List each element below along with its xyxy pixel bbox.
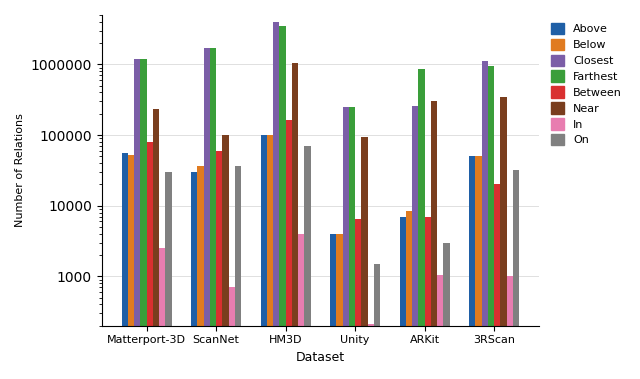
Bar — [506, 276, 513, 379]
Bar — [330, 234, 336, 379]
Bar — [399, 217, 406, 379]
Bar — [210, 48, 216, 379]
Bar — [424, 217, 431, 379]
Bar — [128, 155, 134, 379]
Bar — [279, 26, 285, 379]
Bar — [481, 61, 488, 379]
Legend: Above, Below, Closest, Farthest, Between, Near, In, On: Above, Below, Closest, Farthest, Between… — [549, 20, 625, 148]
Bar — [260, 135, 267, 379]
Bar — [304, 146, 310, 379]
Bar — [513, 170, 519, 379]
Bar — [273, 22, 279, 379]
Bar — [500, 97, 506, 379]
Bar — [191, 172, 197, 379]
X-axis label: Dataset: Dataset — [296, 351, 345, 364]
Bar — [140, 59, 147, 379]
Bar — [134, 59, 140, 379]
Bar — [469, 156, 476, 379]
Y-axis label: Number of Relations: Number of Relations — [15, 113, 25, 227]
Bar — [204, 48, 210, 379]
Bar — [147, 142, 153, 379]
Bar — [122, 153, 128, 379]
Bar — [476, 156, 481, 379]
Bar — [355, 219, 362, 379]
Bar — [431, 101, 437, 379]
Bar — [292, 63, 298, 379]
Bar — [362, 136, 367, 379]
Bar — [216, 151, 222, 379]
Bar — [412, 106, 419, 379]
Bar — [419, 69, 424, 379]
Bar — [494, 185, 500, 379]
Bar — [228, 287, 235, 379]
Bar — [222, 135, 228, 379]
Bar — [235, 166, 241, 379]
Bar — [437, 275, 444, 379]
Bar — [165, 172, 172, 379]
Bar — [153, 110, 159, 379]
Bar — [488, 66, 494, 379]
Bar — [159, 248, 165, 379]
Bar — [298, 234, 304, 379]
Bar — [367, 324, 374, 379]
Bar — [374, 264, 380, 379]
Bar — [349, 107, 355, 379]
Bar — [336, 234, 342, 379]
Bar — [342, 107, 349, 379]
Bar — [197, 166, 204, 379]
Bar — [267, 135, 273, 379]
Bar — [285, 120, 292, 379]
Bar — [406, 211, 412, 379]
Bar — [444, 243, 449, 379]
